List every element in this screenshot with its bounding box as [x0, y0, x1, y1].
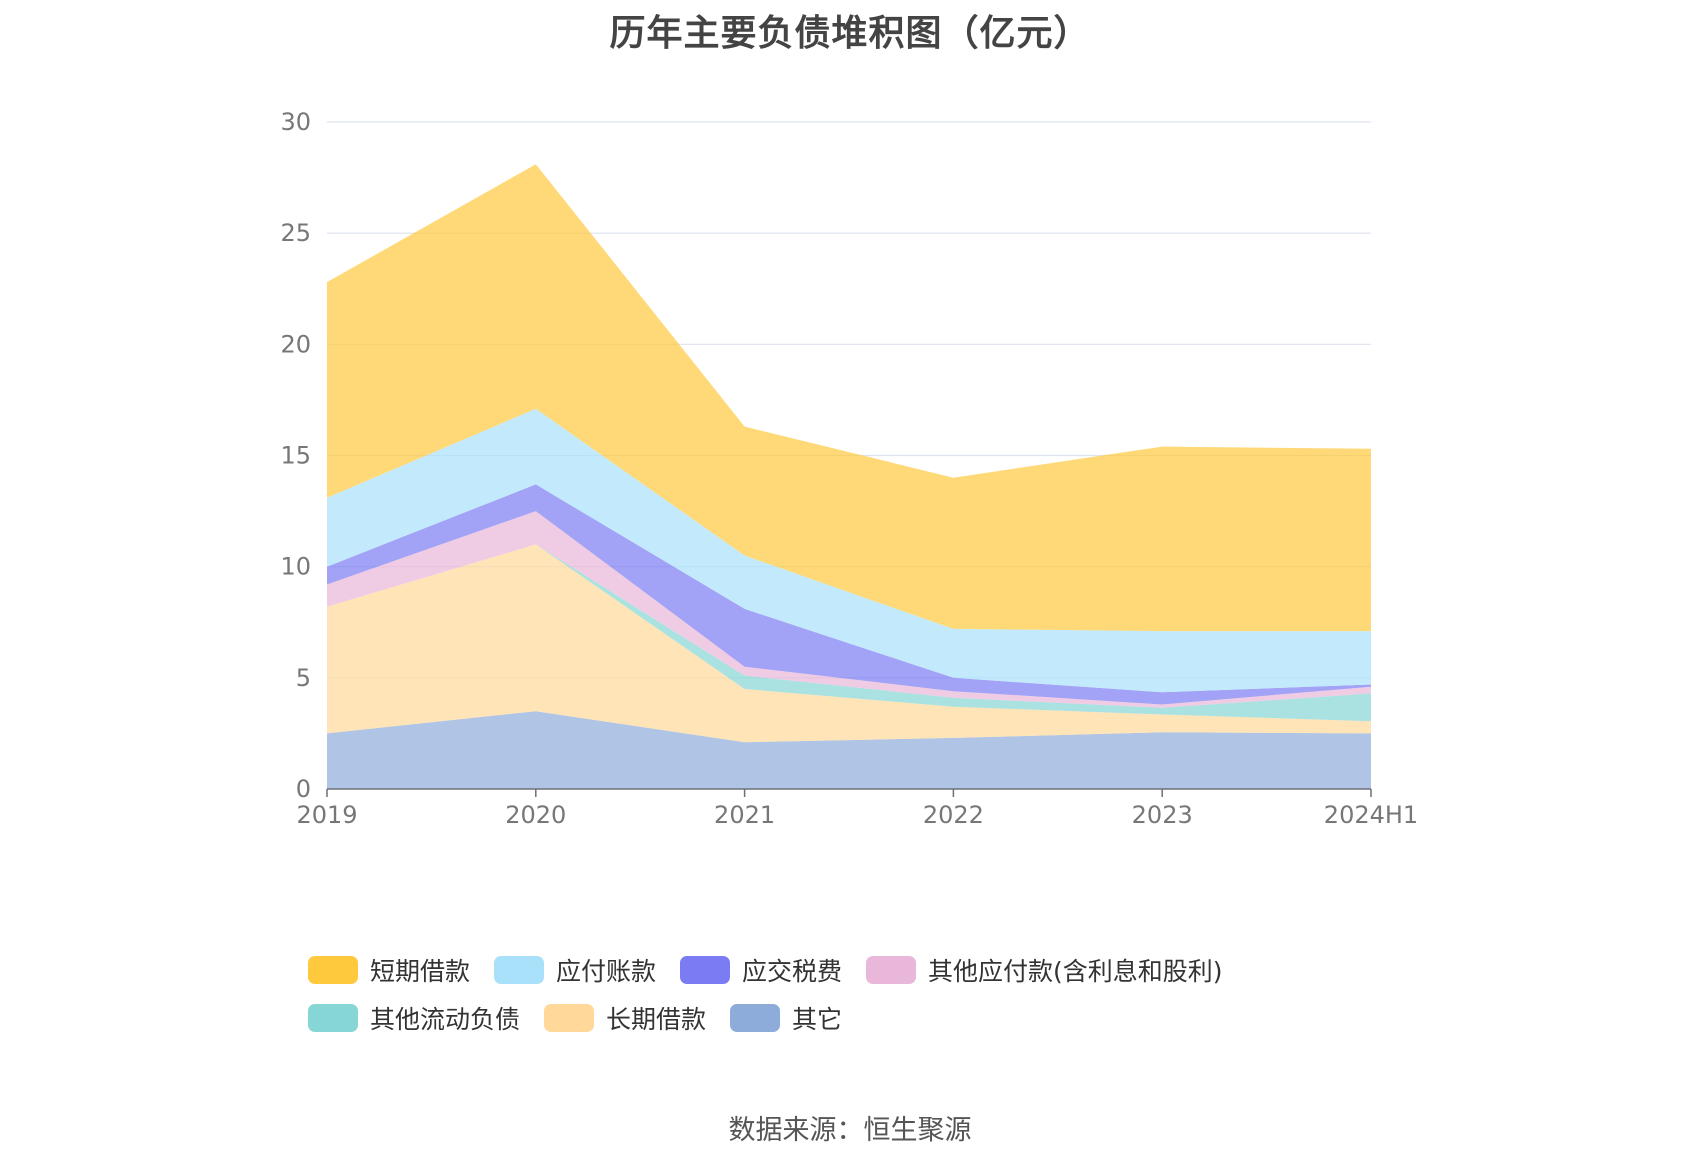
x-tick-label: 2021 — [714, 801, 775, 829]
legend-swatch — [308, 956, 358, 984]
legend-label: 应付账款 — [556, 957, 657, 986]
y-tick-label: 15 — [280, 442, 311, 470]
legend-item[interactable]: 应交税费 — [680, 955, 843, 986]
legend-label: 长期借款 — [606, 1005, 707, 1034]
legend-swatch — [866, 956, 917, 984]
x-tick-label: 2020 — [505, 801, 566, 829]
legend-item[interactable]: 其他应付款(含利息和股利) — [866, 955, 1223, 986]
area-series-4 — [327, 511, 1371, 708]
legend-label: 应交税费 — [742, 957, 843, 986]
legend-swatch — [680, 956, 731, 984]
legend: 短期借款 应付账款 应交税费 其他应付款(含利息和股利) 其他流动负债 长期借款 其它 — [308, 955, 1458, 1034]
legend-label: 短期借款 — [370, 957, 471, 986]
area-series-6 — [327, 408, 1371, 693]
y-tick-label: 25 — [280, 219, 311, 247]
x-tick-label: 2019 — [296, 801, 357, 829]
y-tick-label: 0 — [296, 775, 311, 803]
legend-item[interactable]: 应付账款 — [494, 955, 657, 986]
chart-plot: 0 5 10 15 20 25 30 2019 2020 2021 2022 2023 2024H1 — [280, 108, 1418, 829]
y-tick-label: 5 — [296, 664, 311, 692]
legend-swatch — [544, 1004, 595, 1032]
area-series-3 — [327, 544, 1371, 722]
area-series-layer — [327, 164, 1371, 789]
y-tick-label: 20 — [280, 330, 311, 358]
x-tick-label: 2023 — [1132, 801, 1193, 829]
area-series-5 — [327, 484, 1371, 705]
legend-item[interactable]: 长期借款 — [544, 1003, 707, 1034]
area-series-1 — [327, 711, 1371, 789]
legend-label: 其他应付款(含利息和股利) — [928, 957, 1223, 986]
chart-title: 历年主要负债堆积图（亿元） — [609, 13, 1091, 54]
y-tick-label: 30 — [280, 108, 311, 136]
area-series-7 — [327, 164, 1371, 632]
legend-swatch — [730, 1004, 781, 1032]
y-tick-label: 10 — [280, 553, 311, 581]
legend-item[interactable]: 其他流动负债 — [308, 1003, 521, 1034]
legend-label: 其它 — [792, 1005, 843, 1034]
legend-swatch — [494, 956, 545, 984]
legend-swatch — [308, 1004, 358, 1032]
x-tick-label: 2022 — [923, 801, 984, 829]
source-note: 数据来源：恒生聚源 — [728, 1115, 972, 1146]
legend-item[interactable]: 短期借款 — [308, 955, 471, 986]
area-series-2 — [327, 544, 1371, 743]
x-tick-label: 2024H1 — [1324, 801, 1418, 829]
axes: 0 5 10 15 20 25 30 2019 2020 2021 2022 2023 2024H1 — [280, 108, 1418, 829]
legend-item[interactable]: 其它 — [730, 1003, 843, 1034]
legend-label: 其他流动负债 — [370, 1005, 521, 1034]
